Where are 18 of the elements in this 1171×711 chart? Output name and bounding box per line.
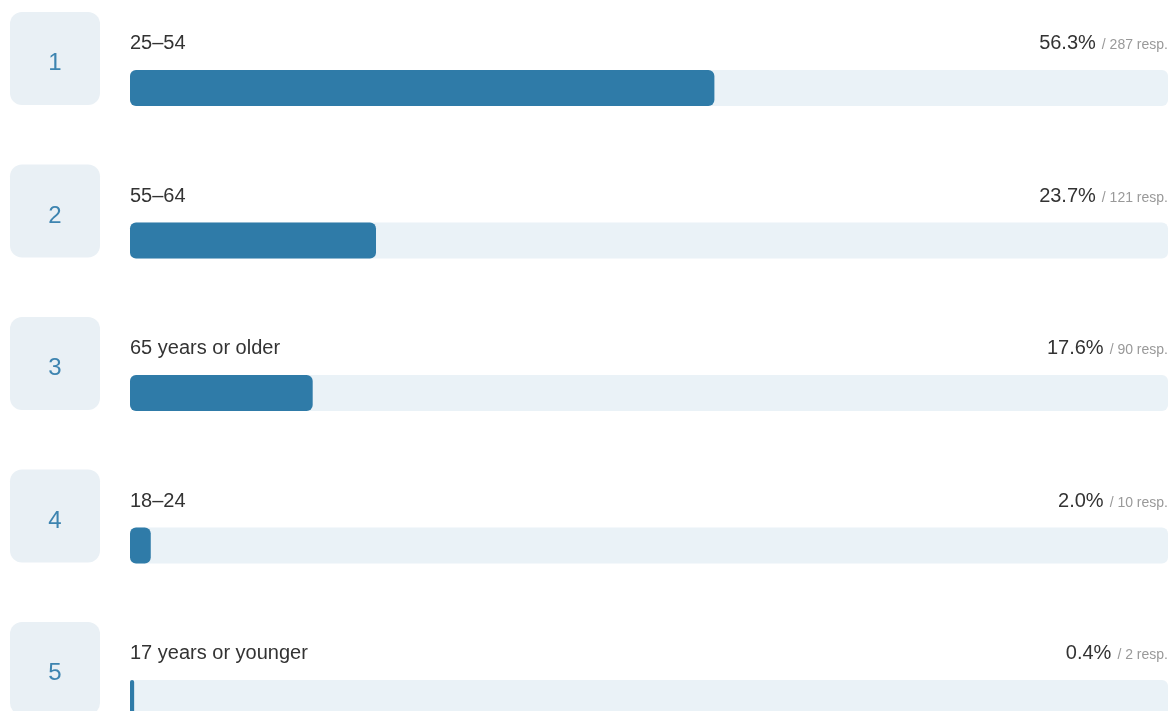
data-label: 2.0% / 10 resp.	[1058, 488, 1168, 511]
y-tick-label: 18–24	[130, 488, 186, 511]
y-tick-label: 65 years or older	[130, 336, 281, 358]
text: 4	[48, 505, 62, 533]
text: 3	[48, 353, 62, 380]
text: 5	[48, 658, 62, 685]
y-tick-label: 25–54	[130, 31, 186, 53]
data-label: 0.4% / 2 resp.	[1065, 641, 1168, 663]
bar	[130, 375, 313, 411]
text: 2	[48, 200, 62, 228]
text: 1	[48, 48, 62, 75]
bar	[130, 222, 377, 259]
y-tick-label: 17 years or younger	[130, 641, 309, 663]
bar	[130, 527, 151, 564]
y-tick-label: 55–64	[130, 183, 186, 206]
data-label: 56.3% / 287 resp.	[1039, 31, 1168, 53]
data-label: 23.7% / 121 resp.	[1039, 183, 1168, 206]
data-label: 17.6% / 90 resp.	[1046, 336, 1168, 358]
